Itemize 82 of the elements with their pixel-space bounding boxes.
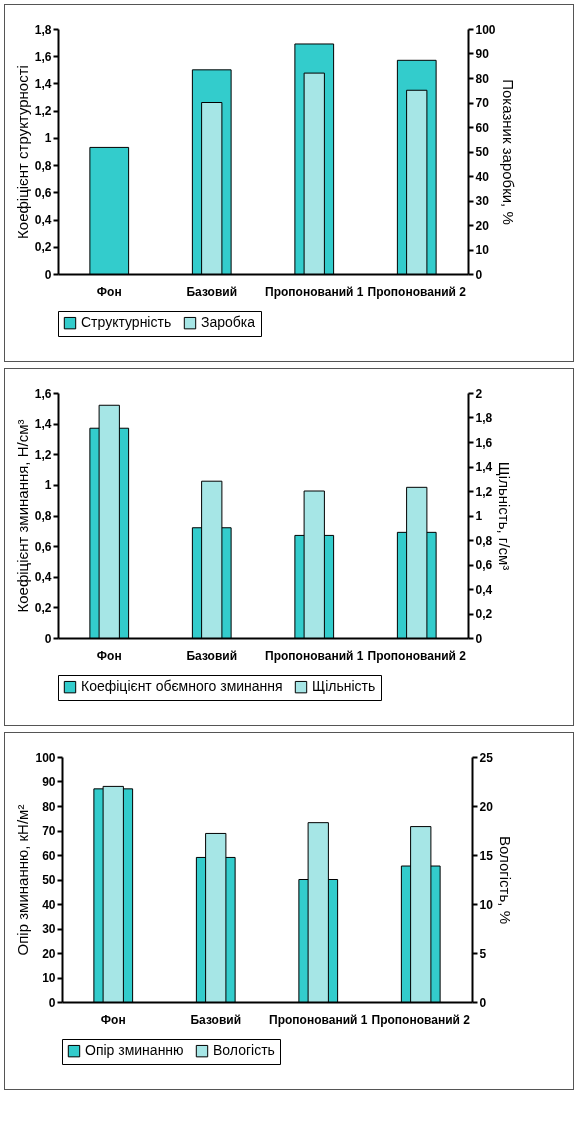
y-tick-label: 1,4 xyxy=(34,417,52,432)
y2-tick-label: 1,6 xyxy=(475,435,493,450)
y2-tick-label: 0,2 xyxy=(475,607,493,621)
y-tick-label: 0,2 xyxy=(34,240,52,255)
y-axis-title: Коефіцієнт структурності xyxy=(13,65,31,239)
y2-tick-label: 1,2 xyxy=(475,484,493,499)
y-tick-label: 50 xyxy=(42,873,56,887)
legend-label: Щільність xyxy=(312,678,376,695)
y-tick-label: 0,6 xyxy=(34,539,52,554)
x-tick-label: Пропонований 2 xyxy=(371,1012,471,1027)
y2-tick-label: 20 xyxy=(479,799,494,814)
y2-tick-label: 50 xyxy=(475,145,490,159)
y2-tick-label: 2 xyxy=(475,386,483,401)
y-tick-label: 1,8 xyxy=(34,22,52,37)
y2-axis-title: Щільність, г/см³ xyxy=(496,461,514,571)
y2-tick-label: 1,4 xyxy=(475,460,493,474)
y-tick-label: 30 xyxy=(42,922,56,936)
y-tick-label: 0,6 xyxy=(34,185,52,200)
y-tick-label: 0,4 xyxy=(34,213,52,228)
y2-tick-label: 1,8 xyxy=(475,411,493,425)
legend-label: Заробка xyxy=(201,314,256,331)
x-tick-label: Пропонований 1 xyxy=(265,284,364,299)
y2-tick-label: 0,4 xyxy=(475,582,493,597)
y-tick-label: 0,8 xyxy=(34,158,52,173)
x-tick-label: Базовий xyxy=(186,284,238,299)
y-tick-label: 0 xyxy=(44,631,52,646)
y-tick-label: 1,2 xyxy=(34,104,52,119)
y2-tick-label: 25 xyxy=(479,750,494,765)
y2-tick-label: 80 xyxy=(475,71,490,86)
x-tick-label: Базовий xyxy=(190,1012,242,1027)
y-tick-label: 80 xyxy=(42,799,56,814)
x-tick-label: Фон xyxy=(96,648,122,663)
x-tick-label: Пропонований 2 xyxy=(367,648,467,663)
y-tick-label: 60 xyxy=(42,848,56,863)
y2-tick-label: 5 xyxy=(479,946,487,961)
y-tick-label: 40 xyxy=(42,897,56,912)
y2-tick-label: 10 xyxy=(479,897,494,912)
y2-tick-label: 0 xyxy=(479,995,487,1010)
y-tick-label: 0,2 xyxy=(34,600,52,615)
y-tick-label: 1 xyxy=(44,131,52,146)
y-axis-title: Опір зминанню, кН/м² xyxy=(14,804,32,956)
legend-label: Опір зминанню xyxy=(85,1042,184,1059)
y-tick-label: 0 xyxy=(48,995,56,1010)
x-tick-label: Фон xyxy=(96,284,122,299)
y2-tick-label: 1 xyxy=(475,509,483,523)
x-tick-label: Пропонований 2 xyxy=(367,284,467,299)
legend-label: Коефіцієнт обємного зминання xyxy=(81,678,283,695)
y-tick-label: 0,8 xyxy=(34,509,52,523)
y2-axis-title: Вологість, % xyxy=(496,836,514,924)
y-tick-label: 20 xyxy=(42,946,56,961)
y-tick-label: 10 xyxy=(42,971,56,985)
y2-tick-label: 0,6 xyxy=(475,558,493,572)
y-tick-label: 1,2 xyxy=(34,447,52,462)
y-tick-label: 0 xyxy=(44,267,52,282)
x-tick-label: Фон xyxy=(100,1012,126,1027)
y-tick-label: 1,6 xyxy=(34,49,52,64)
y-tick-label: 1,4 xyxy=(34,76,52,91)
y2-tick-label: 40 xyxy=(475,169,490,184)
y2-tick-label: 0,8 xyxy=(475,533,493,548)
y-tick-label: 1 xyxy=(44,478,52,493)
y-tick-label: 100 xyxy=(35,750,56,765)
x-tick-label: Пропонований 1 xyxy=(269,1012,368,1027)
y2-tick-label: 15 xyxy=(479,848,494,863)
y2-tick-label: 30 xyxy=(475,194,490,208)
x-tick-label: Пропонований 1 xyxy=(265,648,364,663)
y2-tick-label: 0 xyxy=(475,267,483,282)
x-tick-label: Базовий xyxy=(186,648,238,663)
y-tick-label: 0,4 xyxy=(34,570,52,585)
y2-tick-label: 60 xyxy=(475,120,490,135)
y-axis-title: Коефіцієнт зминання, Н/см³ xyxy=(13,419,31,613)
y2-tick-label: 20 xyxy=(475,218,490,233)
y2-tick-label: 0 xyxy=(475,631,483,646)
y-tick-label: 90 xyxy=(42,775,56,789)
legend-label: Структурність xyxy=(81,314,172,331)
legend-label: Вологість xyxy=(213,1042,275,1059)
y2-tick-label: 100 xyxy=(475,22,496,37)
y2-tick-label: 90 xyxy=(475,47,490,61)
y2-tick-label: 10 xyxy=(475,243,490,257)
y2-tick-label: 70 xyxy=(475,96,490,110)
y-tick-label: 70 xyxy=(42,824,56,838)
y-tick-label: 1,6 xyxy=(34,386,52,401)
y2-axis-title: Показник заробки, % xyxy=(499,79,517,225)
